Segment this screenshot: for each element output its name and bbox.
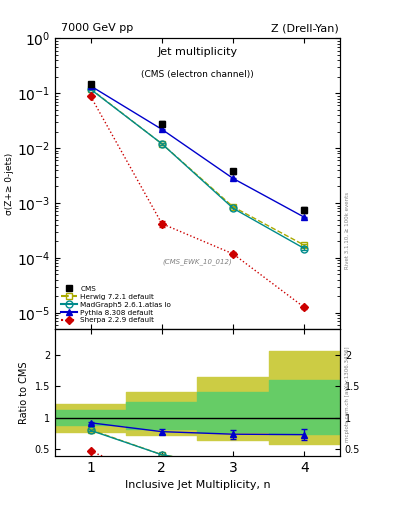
X-axis label: Inclusive Jet Multiplicity, n: Inclusive Jet Multiplicity, n (125, 480, 270, 490)
Text: mcplots.cern.ch [arXiv:1306.3436]: mcplots.cern.ch [arXiv:1306.3436] (345, 347, 350, 442)
Text: Z (Drell-Yan): Z (Drell-Yan) (271, 23, 339, 33)
Legend: CMS, Herwig 7.2.1 default, MadGraph5 2.6.1.atlas lo, Pythia 8.308 default, Sherp: CMS, Herwig 7.2.1 default, MadGraph5 2.6… (59, 284, 173, 326)
Text: (CMS_EWK_10_012): (CMS_EWK_10_012) (163, 259, 232, 265)
Text: 7000 GeV pp: 7000 GeV pp (61, 23, 133, 33)
Text: Rivet 3.1.10, ≥ 100k events: Rivet 3.1.10, ≥ 100k events (345, 192, 350, 269)
Y-axis label: σ(Z+≥ n-jets)
σ(Z+≥ 0-jets): σ(Z+≥ n-jets) σ(Z+≥ 0-jets) (0, 153, 14, 215)
Y-axis label: Ratio to CMS: Ratio to CMS (19, 361, 29, 424)
Text: Jet multiplicity: Jet multiplicity (158, 47, 237, 57)
Text: (CMS (electron channel)): (CMS (electron channel)) (141, 70, 254, 79)
